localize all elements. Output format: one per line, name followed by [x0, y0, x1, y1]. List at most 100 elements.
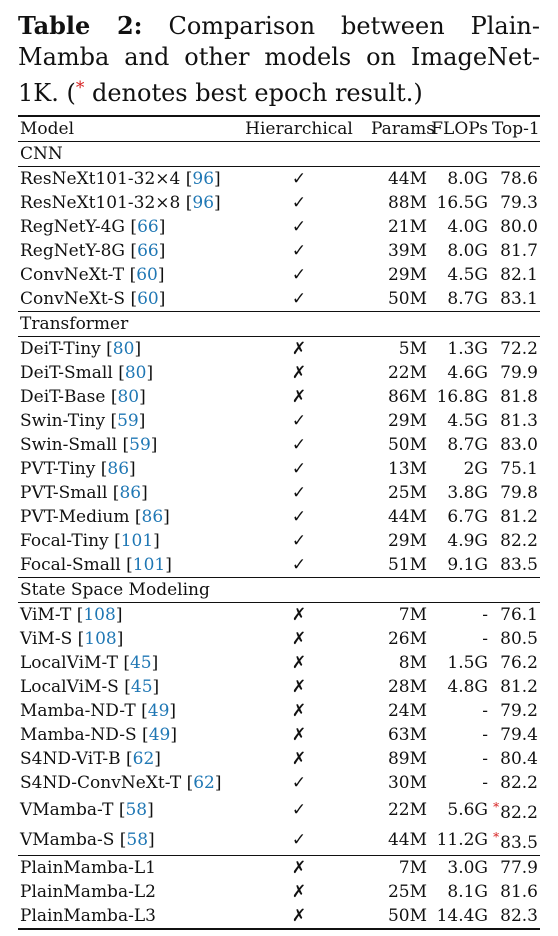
top1-cell: 76.2: [490, 651, 540, 675]
table-row: PlainMamba-L2 ✗ 25M 8.1G 81.6: [18, 880, 540, 904]
section-title: Transformer: [18, 311, 540, 337]
flops-cell: 3.8G: [447, 483, 488, 503]
table-row: Swin-Small [59] ✓ 50M 8.7G 83.0: [18, 433, 540, 457]
hierarchical-cell: ✓: [229, 287, 369, 312]
hierarchical-cell: ✓: [229, 191, 369, 215]
hierarchical-cell: ✓: [229, 215, 369, 239]
best-epoch-star: *: [493, 800, 500, 814]
hierarchical-cell: ✓: [229, 825, 369, 856]
header-flops: FLOPs: [429, 115, 490, 142]
cross-icon: ✗: [291, 339, 307, 359]
top1-value: 79.9: [500, 363, 538, 383]
citation-close-bracket: ]: [141, 483, 148, 503]
flops-cell: 4.5G: [447, 411, 488, 431]
table-row: LocalViM-S [45] ✗ 28M 4.8G 81.2: [18, 675, 540, 699]
citation-open-bracket: [: [185, 193, 193, 213]
params-cell: 7M: [398, 858, 427, 878]
cross-icon: ✗: [291, 605, 307, 625]
model-cell: LocalViM-S [45]: [18, 675, 229, 699]
flops-cell: -: [482, 629, 488, 649]
table-row: ViM-T [108] ✗ 7M -76.1: [18, 603, 540, 628]
top1-value: 80.4: [500, 749, 538, 769]
params-cell: 25M: [387, 882, 427, 902]
hierarchical-cell: ✗: [229, 651, 369, 675]
flops-cell: -: [482, 701, 488, 721]
citation-open-bracket: [: [126, 749, 133, 769]
hierarchical-cell: ✓: [229, 433, 369, 457]
table-row: S4ND-ViT-B [62] ✗ 89M -80.4: [18, 747, 540, 771]
citation-close-bracket: ]: [146, 363, 154, 383]
top1-cell: 83.0: [490, 433, 540, 457]
top1-cell: 81.3: [490, 409, 540, 433]
params-cell: 7M: [398, 605, 427, 625]
cross-icon: ✗: [291, 701, 307, 721]
checkmark-icon: ✓: [291, 830, 307, 850]
checkmark-icon: ✓: [291, 800, 307, 820]
flops-cell: 4.5G: [447, 265, 488, 285]
top1-value: 82.2: [500, 773, 538, 793]
model-cell: Focal-Small [101]: [18, 553, 229, 578]
model-name: ResNeXt101-32×8: [20, 193, 181, 213]
cross-icon: ✗: [291, 653, 307, 673]
top1-value: 82.2: [500, 803, 538, 823]
params-cell: 22M: [387, 363, 427, 383]
params-cell: 22M: [387, 800, 427, 820]
table-row: ConvNeXt-S [60] ✓ 50M 8.7G 83.1: [18, 287, 540, 312]
flops-cell: 4.9G: [447, 531, 488, 551]
citation-close-bracket: ]: [214, 169, 221, 189]
citation-open-bracket: [: [77, 629, 85, 649]
table-row: VMamba-S [58] ✓ 44M 11.2G *83.5: [18, 825, 540, 856]
params-cell: 13M: [387, 459, 427, 479]
checkmark-icon: ✓: [291, 773, 307, 793]
citation-close-bracket: ]: [129, 459, 136, 479]
citation-open-bracket: [: [76, 605, 84, 625]
citation-ref: 101: [120, 531, 154, 551]
model-name: DeiT-Base: [20, 387, 106, 407]
section-header-row: CNN: [18, 141, 540, 167]
top1-cell: 82.2: [490, 529, 540, 553]
citation-open-bracket: [: [186, 773, 194, 793]
model-name: S4ND-ConvNeXt-T: [20, 773, 182, 793]
table-row: PVT-Small [86] ✓ 25M 3.8G 79.8: [18, 481, 540, 505]
hierarchical-cell: ✓: [229, 795, 369, 825]
params-cell: 51M: [369, 553, 429, 578]
flops-cell: 1.3G: [447, 339, 488, 359]
model-cell: PlainMamba-L2: [18, 880, 229, 904]
section-header-row: Transformer: [18, 311, 540, 337]
model-cell: Swin-Small [59]: [18, 433, 229, 457]
citation-close-bracket: ]: [116, 629, 124, 649]
flops-cell: -: [482, 605, 488, 625]
citation-open-bracket: [: [110, 387, 118, 407]
citation-ref: 58: [126, 830, 149, 850]
flops-cell: 8.0G: [447, 241, 488, 261]
citation-open-bracket: [: [142, 725, 149, 745]
citation-close-bracket: ]: [153, 531, 160, 551]
cross-icon: ✗: [291, 882, 307, 902]
params-cell: 5M: [398, 339, 427, 359]
model-name: PlainMamba-L2: [20, 882, 156, 902]
model-cell: S4ND-ViT-B [62]: [18, 747, 229, 771]
table-row: DeiT-Small [80] ✗ 22M 4.6G 79.9: [18, 361, 540, 385]
model-cell: PlainMamba-L3: [18, 904, 229, 930]
model-name: Focal-Tiny: [20, 531, 109, 551]
hierarchical-cell: ✗: [229, 699, 369, 723]
citation-ref: 66: [137, 241, 159, 261]
citation-ref: 45: [129, 653, 152, 673]
table-body: CNN ResNeXt101-32×4 [96] ✓ 44M 8.0G 78.6 ResNe…: [18, 141, 540, 930]
citation-open-bracket: [: [130, 289, 138, 309]
model-cell: PVT-Medium [86]: [18, 505, 229, 529]
citation-open-bracket: [: [122, 435, 130, 455]
top1-value: 83.5: [500, 555, 538, 575]
hierarchical-cell: ✓: [229, 505, 369, 529]
citation-ref: 80: [112, 339, 135, 359]
checkmark-icon: ✓: [291, 483, 307, 503]
checkmark-icon: ✓: [291, 507, 307, 527]
citation-open-bracket: [: [106, 339, 113, 359]
citation-close-bracket: ]: [154, 749, 161, 769]
model-cell: PVT-Small [86]: [18, 481, 229, 505]
params-cell: 89M: [387, 749, 427, 769]
params-cell: 44M: [387, 507, 427, 527]
top1-value: 79.4: [500, 725, 538, 745]
model-name: RegNetY-4G: [20, 217, 126, 237]
citation-ref: 86: [107, 459, 130, 479]
